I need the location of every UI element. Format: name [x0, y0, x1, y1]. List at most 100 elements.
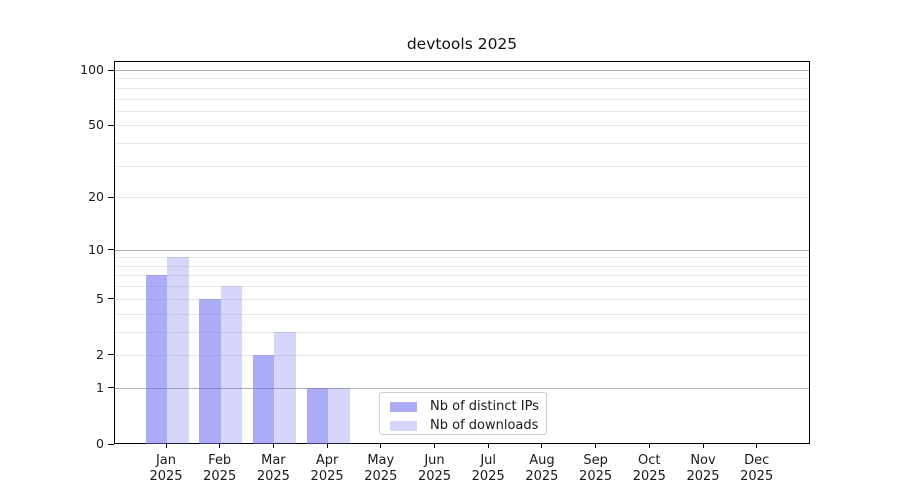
x-axis-tick: [595, 444, 597, 448]
x-axis-tick: [702, 444, 704, 448]
x-tick-month: Nov: [690, 453, 716, 468]
x-tick-year: 2025: [310, 468, 344, 484]
x-tick-month: Dec: [744, 453, 770, 468]
minor-gridline: [115, 313, 809, 315]
x-tick-year: 2025: [364, 468, 398, 484]
x-tick-label: Nov 2025: [667, 453, 739, 484]
y-axis-tick: [108, 387, 114, 389]
bar-downloads-apr: [328, 387, 350, 444]
minor-gridline: [115, 257, 809, 259]
x-tick-label: Mar 2025: [237, 453, 309, 484]
x-tick-month: Sep: [583, 453, 608, 468]
bar-downloads-jan: [167, 257, 189, 444]
y-axis-tick: [108, 69, 114, 71]
x-axis-tick: [487, 444, 489, 448]
y-axis-tick: [108, 443, 114, 445]
y-tick-label: 20: [88, 189, 104, 205]
major-gridline: [115, 249, 809, 251]
x-tick-year: 2025: [632, 468, 666, 484]
x-tick-month: Mar: [261, 453, 286, 468]
bar-downloads-feb: [220, 286, 243, 444]
x-tick-month: Oct: [638, 453, 661, 468]
minor-gridline: [115, 298, 809, 300]
y-axis-tick: [108, 124, 114, 126]
minor-gridline: [115, 78, 809, 80]
minor-gridline: [115, 87, 809, 89]
x-tick-year: 2025: [149, 468, 183, 484]
major-gridline: [115, 387, 809, 389]
x-axis-tick: [326, 444, 328, 448]
x-tick-month: May: [367, 453, 395, 468]
x-tick-month: Jun: [424, 453, 445, 468]
x-tick-month: Jan: [155, 453, 177, 468]
y-tick-label: 10: [88, 241, 104, 257]
minor-gridline: [115, 275, 809, 277]
plot-area: [114, 61, 810, 444]
legend-item-downloads: Nb of downloads: [390, 416, 546, 435]
minor-gridline: [115, 197, 809, 199]
y-axis-tick: [108, 249, 114, 251]
x-tick-year: 2025: [203, 468, 237, 484]
x-tick-label: Feb 2025: [184, 453, 256, 484]
x-axis-tick: [272, 444, 274, 448]
x-axis-tick: [756, 444, 758, 448]
y-tick-label: 100: [80, 62, 104, 77]
minor-gridline: [115, 110, 809, 112]
x-axis-tick: [165, 444, 167, 448]
minor-gridline: [115, 286, 809, 288]
legend-swatch-distinct-ips: [390, 401, 417, 412]
x-axis-tick: [434, 444, 435, 448]
x-tick-month: Aug: [529, 453, 555, 468]
y-axis-tick: [108, 196, 114, 198]
x-tick-label: Oct 2025: [613, 453, 685, 484]
x-tick-year: 2025: [471, 468, 505, 484]
x-tick-year: 2025: [525, 468, 559, 484]
x-axis-tick: [648, 444, 650, 448]
x-tick-label: Dec 2025: [721, 453, 793, 484]
y-tick-label: 5: [96, 290, 104, 306]
x-axis-tick: [380, 444, 382, 448]
x-tick-label: May 2025: [345, 453, 417, 484]
y-tick-label: 2: [96, 346, 104, 362]
x-tick-year: 2025: [579, 468, 613, 484]
chart-title: devtools 2025: [406, 35, 518, 53]
legend: Nb of distinct IPs Nb of downloads: [379, 392, 547, 435]
y-tick-label: 0: [96, 436, 104, 451]
bar-distinct-ips-apr: [306, 387, 329, 444]
legend-label-distinct-ips: Nb of distinct IPs: [430, 399, 539, 414]
x-tick-label: Aug 2025: [506, 453, 578, 484]
bar-distinct-ips-mar: [252, 354, 275, 444]
x-tick-month: Feb: [208, 453, 232, 468]
major-gridline: [115, 70, 809, 71]
y-axis-tick: [108, 298, 114, 300]
minor-gridline: [115, 125, 809, 127]
y-tick-label: 1: [96, 379, 104, 395]
x-tick-label: Apr 2025: [291, 453, 363, 484]
x-tick-year: 2025: [686, 468, 720, 484]
minor-gridline: [115, 354, 809, 356]
legend-swatch-downloads: [390, 420, 417, 431]
x-tick-label: Jul 2025: [452, 453, 524, 484]
minor-gridline: [115, 143, 809, 145]
y-tick-label: 50: [88, 117, 104, 133]
legend-label-downloads: Nb of downloads: [430, 418, 539, 433]
bar-downloads-mar: [274, 331, 296, 444]
bar-distinct-ips-feb: [199, 298, 221, 444]
x-tick-year: 2025: [256, 468, 290, 484]
x-tick-label: Jan 2025: [130, 453, 202, 484]
minor-gridline: [115, 265, 809, 267]
minor-gridline: [115, 331, 809, 333]
x-tick-year: 2025: [417, 468, 452, 484]
minor-gridline: [115, 98, 809, 100]
x-axis-tick: [541, 444, 543, 448]
x-axis-tick: [219, 444, 221, 448]
x-tick-month: Apr: [315, 453, 339, 468]
y-axis-tick: [108, 354, 114, 356]
x-tick-label: Jun 2025: [399, 453, 471, 484]
minor-gridline: [115, 165, 809, 167]
bar-distinct-ips-jan: [145, 275, 167, 444]
x-tick-month: Jul: [480, 453, 497, 468]
x-tick-year: 2025: [740, 468, 774, 484]
legend-item-distinct-ips: Nb of distinct IPs: [390, 397, 546, 416]
